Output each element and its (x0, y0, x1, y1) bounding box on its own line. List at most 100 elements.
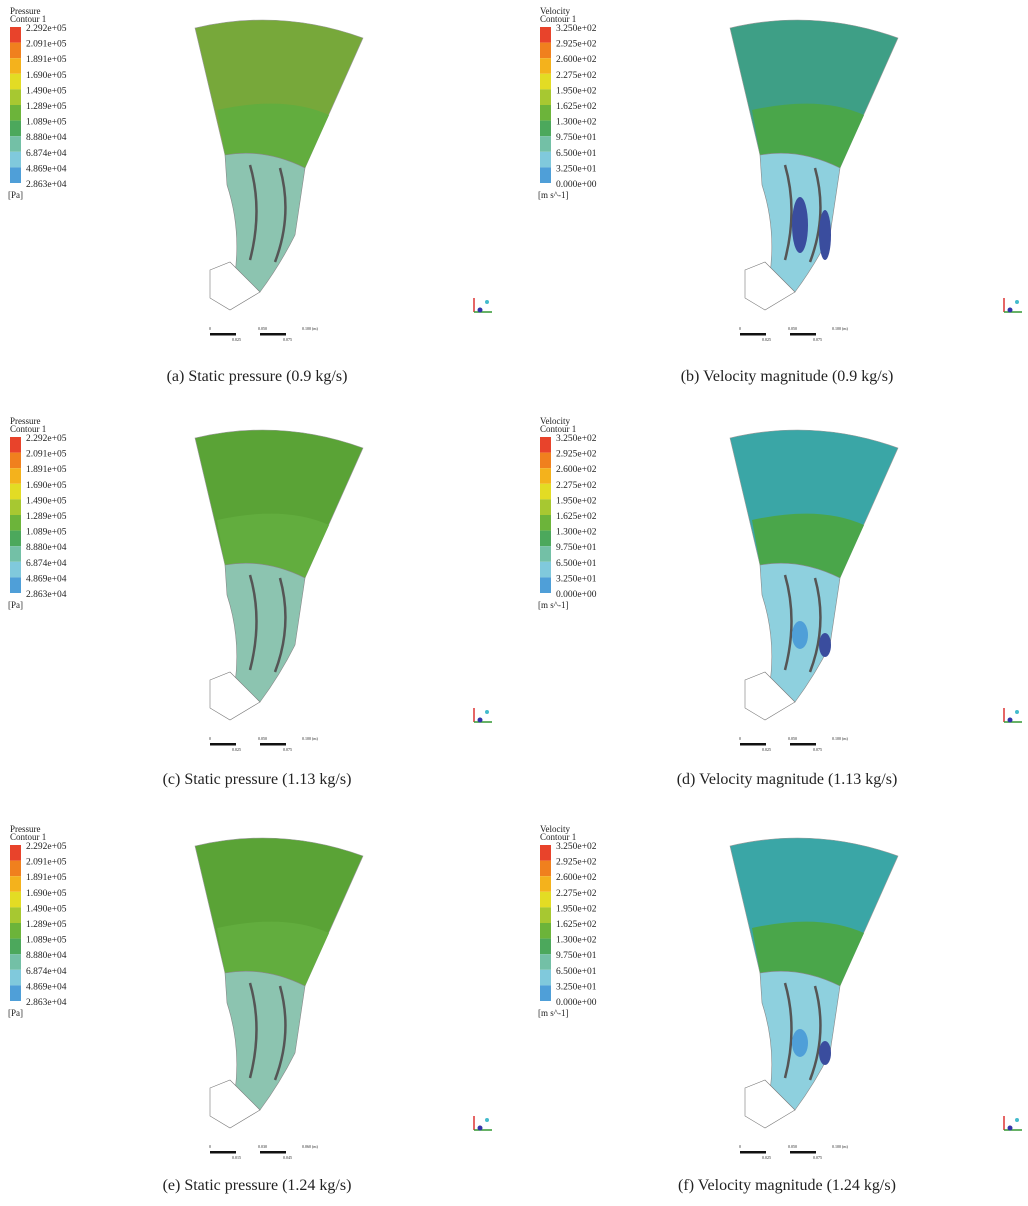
legend-swatch (10, 136, 21, 152)
caption: (a) Static pressure (0.9 kg/s) (167, 368, 348, 385)
legend-label: 3.250e+02 (556, 24, 597, 34)
legend-label: 1.089e+05 (26, 118, 67, 128)
legend-label: 8.880e+04 (26, 133, 67, 143)
scale-label: 0 (739, 736, 741, 741)
mid-band (217, 103, 329, 168)
legend-swatch (10, 577, 21, 593)
low-velocity-zone (792, 1029, 808, 1057)
inlet-duct (744, 1079, 796, 1129)
legend-label: 2.600e+02 (556, 873, 597, 883)
legend-label: 6.874e+04 (26, 967, 67, 977)
legend-swatch (10, 891, 21, 908)
legend-label: 2.091e+05 (26, 450, 67, 460)
scale-label: 0.075 (283, 337, 292, 342)
legend-title: Velocity (540, 824, 570, 834)
scale-bar (260, 743, 286, 746)
contour-plot (729, 19, 899, 311)
legend-label: 1.690e+05 (26, 71, 67, 81)
legend-label: 1.289e+05 (26, 512, 67, 522)
legend-label: 8.880e+04 (26, 543, 67, 553)
contour-plot (729, 429, 899, 721)
scale-label: 0.100 (m) (832, 736, 848, 741)
legend-swatch (540, 105, 551, 121)
legend-swatch (540, 499, 551, 515)
legend-swatch (10, 923, 21, 939)
legend-swatch (540, 89, 551, 105)
legend-swatch (540, 938, 551, 955)
legend-label: 2.600e+02 (556, 465, 597, 475)
caption: (c) Static pressure (1.13 kg/s) (163, 771, 352, 788)
contour-plot (194, 19, 364, 311)
legend-swatch (10, 452, 21, 469)
caption: (d) Velocity magnitude (1.13 kg/s) (677, 771, 898, 788)
axis-dot (1015, 300, 1019, 304)
legend-unit: [m s^-1] (538, 190, 568, 200)
legend-swatch (10, 483, 21, 500)
low-velocity-zone (819, 1041, 831, 1065)
legend-label: 2.091e+05 (26, 858, 67, 868)
legend-label: 6.874e+04 (26, 149, 67, 159)
legend-swatch (540, 27, 551, 43)
blade (808, 577, 822, 673)
legend-swatch (540, 845, 551, 861)
scale-label: 0.050 (788, 736, 797, 741)
scale-label: 0.025 (232, 337, 241, 342)
legend-title: Pressure (10, 416, 41, 426)
legend-label: 0.000e+00 (556, 998, 597, 1008)
blade (808, 167, 822, 263)
scale-label: 0.075 (813, 337, 822, 342)
legend-label: 6.500e+01 (556, 559, 597, 569)
axis-dot (1015, 710, 1019, 714)
inlet-duct (209, 1079, 261, 1129)
legend-swatch (10, 42, 21, 59)
legend-swatch (540, 483, 551, 500)
mid-band (217, 921, 329, 986)
scale-label: 0.100 (m) (302, 326, 318, 331)
legend-swatch (540, 468, 551, 484)
caption: (f) Velocity magnitude (1.24 kg/s) (678, 1177, 896, 1194)
contour-plot (194, 837, 364, 1129)
scale-label: 0.050 (258, 736, 267, 741)
scale-label: 0.060 (m) (302, 1144, 318, 1149)
legend-swatch (10, 561, 21, 578)
legend-unit: [Pa] (8, 600, 23, 610)
legend-unit: [Pa] (8, 1008, 23, 1018)
scale-bar (740, 333, 766, 336)
legend-title: Pressure (10, 6, 41, 16)
legend-label: 1.490e+05 (26, 904, 67, 914)
scale-label: 0 (209, 736, 211, 741)
legend-label: 3.250e+02 (556, 842, 597, 852)
legend-title: Contour 1 (540, 14, 576, 24)
scale-bar (260, 333, 286, 336)
inlet-duct (209, 261, 261, 311)
axis-z (1007, 307, 1013, 313)
legend-label: 1.289e+05 (26, 102, 67, 112)
legend-swatch (540, 530, 551, 547)
inlet-duct (209, 671, 261, 721)
legend-swatch (10, 860, 21, 877)
scale-bar (790, 743, 816, 746)
scale-label: 0.025 (762, 337, 771, 342)
legend-label: 1.891e+05 (26, 465, 67, 475)
legend-label: 2.863e+04 (26, 180, 67, 190)
scale-label: 0 (739, 1144, 741, 1149)
mid-band (752, 513, 864, 578)
blade (248, 982, 258, 1079)
legend-label: 4.869e+04 (26, 982, 67, 992)
legend-label: 3.250e+02 (556, 434, 597, 444)
legend-swatch (540, 546, 551, 562)
legend-label: 9.750e+01 (556, 133, 597, 143)
legend-swatch (540, 923, 551, 939)
mid-band (752, 103, 864, 168)
legend-swatch (540, 891, 551, 908)
contour-plot (729, 837, 899, 1129)
blade (808, 985, 822, 1081)
axis-dot (485, 710, 489, 714)
legend-swatch (540, 151, 551, 168)
legend-unit: [m s^-1] (538, 600, 568, 610)
legend-swatch (10, 530, 21, 547)
